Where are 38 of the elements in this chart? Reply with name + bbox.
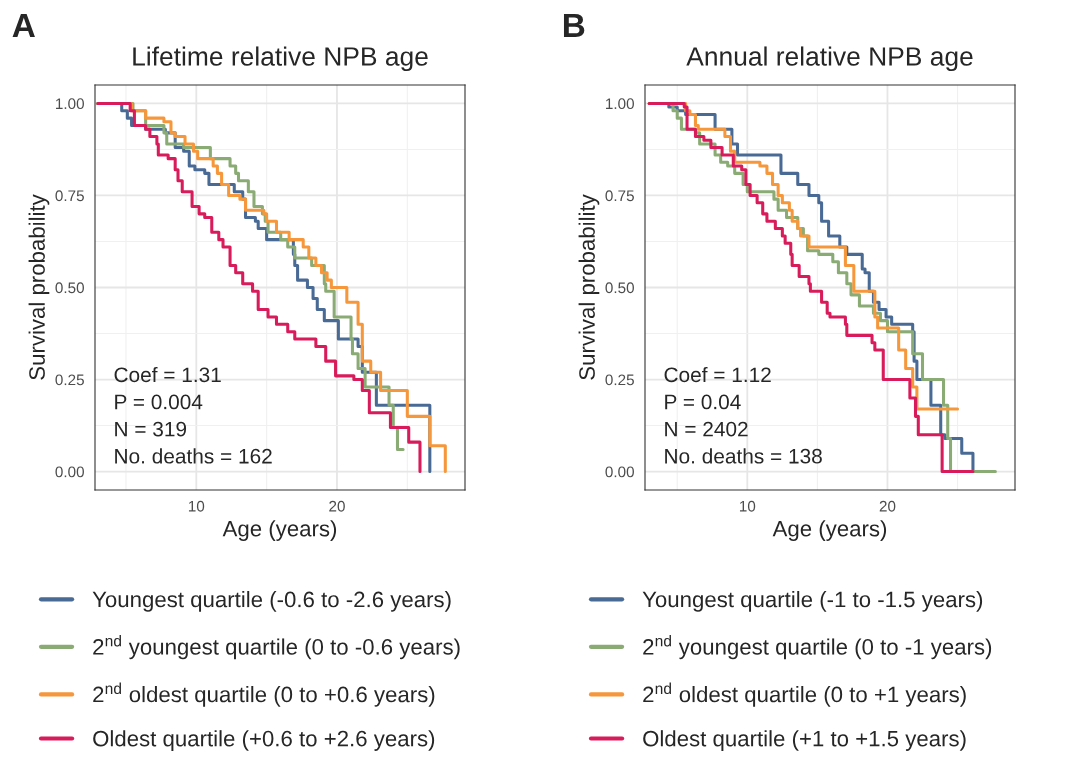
text: A [12, 13, 35, 37]
annotation: P = 0.004 [115, 394, 203, 410]
x-tick-label: 10 [739, 500, 756, 512]
annotation: No. deaths = 162 [115, 448, 272, 464]
annotation: P = 0.04 [665, 394, 741, 410]
annotation: Coef = 1.12 [664, 366, 771, 383]
y-tick-label: 0.25 [605, 374, 634, 386]
legend-label: Youngest quartile (-1 to -1.5 years) [642, 591, 983, 612]
x-axis-title: Age (years) [222, 520, 337, 541]
legend-label: 2$^{nd}$ oldest quartile (0 to +1 years) [643, 682, 966, 707]
y-axis-title: Survival probability [28, 194, 50, 380]
chart-title: Annual relative NPB age [686, 46, 973, 72]
legend-label: Oldest quartile (+1 to +1.5 years) [643, 730, 966, 751]
legend-label: Oldest quartile (+0.6 to +2.6 years) [93, 730, 435, 751]
y-tick-label: 1.00 [56, 98, 84, 110]
x-tick-label: 10 [188, 500, 205, 512]
y-tick-label: 0.50 [605, 282, 634, 294]
y-tick-label: 0.00 [55, 466, 84, 478]
x-tick-label: 20 [329, 500, 345, 512]
annotation: N = 2402 [665, 421, 748, 437]
legend-label: 2$^{nd}$ oldest quartile (0 to +0.6 years) [93, 682, 435, 707]
annotation: N = 319 [115, 421, 187, 437]
y-tick-label: 0.75 [605, 190, 634, 202]
y-axis-title: Survival probability [578, 194, 600, 380]
chart-title: Lifetime relative NPB age [133, 46, 428, 72]
y-tick-label: 0.50 [55, 282, 84, 294]
legend-label: Youngest quartile (-0.6 to -2.6 years) [92, 591, 451, 612]
x-tick-label: 20 [879, 500, 896, 512]
y-tick-label: 0.25 [55, 374, 84, 386]
x-axis-title: Age (years) [772, 520, 887, 541]
legend-label: 2$^{nd}$ youngest quartile (0 to -0.6 years) [93, 635, 460, 660]
y-tick-label: 1.00 [606, 98, 634, 110]
text: B [563, 13, 585, 37]
y-tick-label: 0.00 [605, 466, 634, 478]
y-tick-label: 0.75 [55, 190, 84, 202]
legend-label: 2$^{nd}$ youngest quartile (0 to -1 years) [643, 635, 992, 660]
annotation: Coef = 1.31 [114, 366, 221, 383]
annotation: No. deaths = 138 [665, 448, 822, 464]
